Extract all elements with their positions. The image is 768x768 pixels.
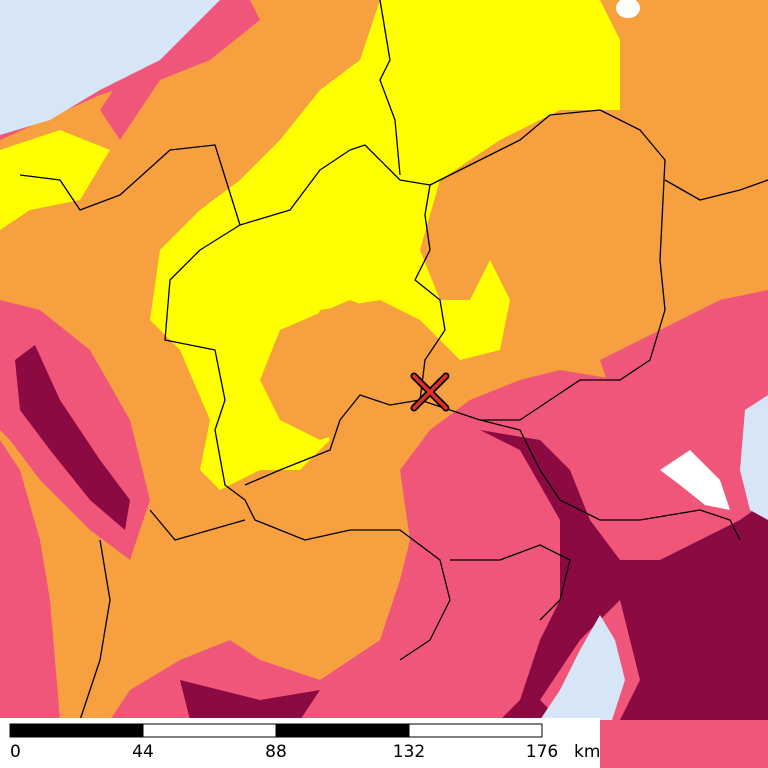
scale-label: 132 xyxy=(393,742,425,762)
prefecture-border xyxy=(379,0,401,176)
scale-segment xyxy=(142,723,277,738)
maroon-zone xyxy=(180,680,320,720)
maroon-zone xyxy=(15,345,130,530)
location-marker xyxy=(410,372,450,412)
prefecture-border xyxy=(419,109,666,421)
sea xyxy=(540,615,625,720)
maroon-zone xyxy=(480,430,768,720)
scale-label: 44 xyxy=(132,742,154,762)
prefecture-border xyxy=(79,539,111,721)
prefecture-border xyxy=(19,144,451,661)
prefecture-border xyxy=(664,179,768,201)
scale-label: 0 xyxy=(10,742,21,762)
prefecture-border xyxy=(149,509,246,541)
scale-bar: 0 44 88 132 176 km xyxy=(0,718,600,768)
scale-unit: km xyxy=(574,742,600,762)
scale-segment xyxy=(9,723,144,738)
prefecture-border xyxy=(239,144,446,486)
prefecture-border xyxy=(479,419,741,541)
orange-zone xyxy=(260,300,420,440)
sea xyxy=(740,395,768,520)
prefecture-border xyxy=(450,544,571,621)
scale-segment xyxy=(275,723,410,738)
pink-zone xyxy=(100,0,260,140)
lake xyxy=(660,450,730,510)
scale-label: 88 xyxy=(265,742,287,762)
sea xyxy=(0,0,220,135)
lake xyxy=(616,0,640,18)
scale-segment xyxy=(408,723,543,738)
scale-label: 176 xyxy=(526,742,558,762)
pink-zone xyxy=(600,290,768,460)
